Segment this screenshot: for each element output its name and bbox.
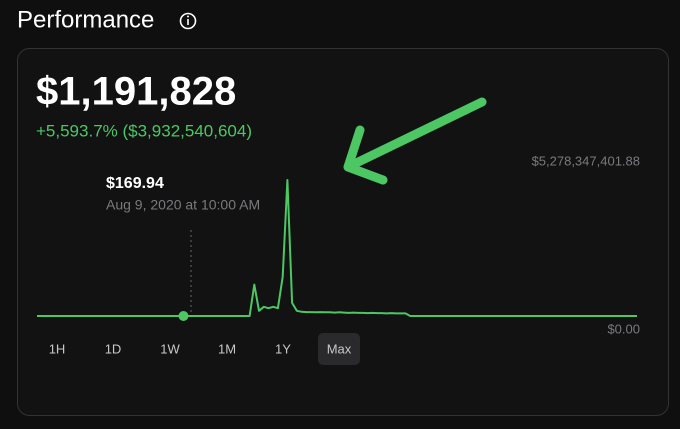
range-button[interactable]: 1Y [275,341,291,356]
tooltip-date: Aug 9, 2020 at 10:00 AM [106,197,260,213]
range-button[interactable]: Max [318,333,360,365]
section-title: Performance [17,6,154,33]
info-icon[interactable] [179,12,197,30]
portfolio-value: $1,191,828 [36,70,236,114]
change: +5,593.7% ($3,932,540,604) [36,121,252,140]
range-label: 1H [49,341,66,356]
range-button-bg [318,333,360,365]
range-button[interactable]: 1D [105,341,122,356]
range-label: 1M [218,341,236,356]
range-label: 1D [105,341,122,356]
annotation-arrow [343,97,487,185]
cursor-dot [178,311,189,321]
range-label: Max [327,341,352,356]
range-label: 1W [160,341,180,356]
price-line [37,179,637,317]
range-label: 1Y [275,341,291,356]
y-tick-label: $0.00 [607,321,640,336]
y-tick-label: $5,278,347,401.88 [532,153,640,168]
range-button[interactable]: 1H [49,341,66,356]
range-button[interactable]: 1M [218,341,236,356]
card [17,48,669,416]
tooltip-value: $169.94 [106,175,164,192]
range-button[interactable]: 1W [160,341,180,356]
